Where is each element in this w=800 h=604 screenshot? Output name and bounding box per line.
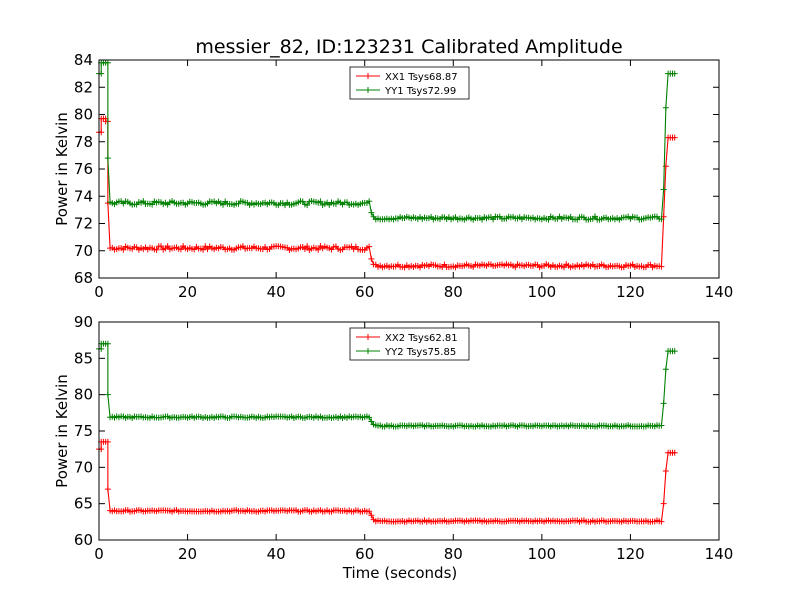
data-point-marker	[660, 186, 667, 193]
data-point-marker	[658, 422, 665, 429]
data-point-marker	[366, 198, 373, 205]
data-point-marker	[315, 246, 322, 253]
x-tick-label: 100	[528, 545, 557, 563]
data-point-marker	[177, 246, 184, 253]
data-point-marker	[104, 59, 111, 66]
data-point-marker	[671, 449, 678, 456]
data-point-marker	[104, 391, 111, 398]
x-tick-label: 0	[94, 545, 104, 563]
legend-entry-label: YY2 Tsys75.85	[384, 347, 456, 358]
data-point-marker	[220, 201, 226, 208]
data-point-marker	[366, 243, 373, 250]
y-tick-label: 70	[74, 242, 93, 260]
data-point-marker	[545, 216, 552, 223]
legend-swatch-marker	[365, 87, 371, 93]
y-tick-label: 78	[74, 133, 93, 151]
x-tick-label: 0	[94, 283, 104, 301]
x-tick-label: 80	[444, 283, 463, 301]
legend-entry-label: XX2 Tsys62.81	[385, 333, 458, 344]
y-axis-label: Power in Kelvin	[53, 374, 71, 488]
data-point-marker	[158, 243, 164, 250]
series-markers-0-0	[96, 115, 678, 271]
x-tick-label: 80	[444, 545, 463, 563]
x-tick-label: 20	[178, 283, 197, 301]
data-point-marker	[368, 255, 375, 262]
top-subplot: 0 20 40 60 80 100 120 140 68 70 72 74 76 78 80 82 84 Powe…	[53, 51, 733, 301]
data-point-marker	[368, 209, 375, 216]
legend-entry-label: YY1 Tsys72.99	[384, 86, 456, 97]
x-tick-label: 60	[355, 283, 374, 301]
data-point-marker	[104, 486, 111, 493]
data-point-marker	[317, 198, 324, 205]
data-point-marker	[671, 134, 678, 141]
data-point-marker	[671, 70, 678, 77]
y-tick-label: 85	[74, 349, 93, 367]
data-point-marker	[164, 243, 171, 250]
data-point-marker	[662, 467, 669, 474]
x-tick-label: 120	[616, 545, 645, 563]
data-point-marker	[660, 400, 667, 407]
legend-swatch-marker	[365, 73, 371, 79]
data-point-marker	[366, 508, 373, 515]
y-axis-label: Power in Kelvin	[53, 112, 71, 226]
y-tick-label: 60	[74, 531, 93, 549]
legend-swatch-marker	[365, 334, 371, 340]
chart-title: messier_82, ID:123231 Calibrated Amplitu…	[195, 36, 622, 58]
legend-box	[349, 327, 470, 361]
y-tick-label: 65	[74, 495, 93, 513]
x-tick-label: 100	[528, 283, 557, 301]
x-tick-label: 40	[267, 283, 286, 301]
data-point-marker	[104, 155, 111, 162]
y-tick-label: 80	[74, 386, 93, 404]
data-point-marker	[671, 348, 678, 355]
series-line-0-0	[99, 118, 675, 269]
legend: XX2 Tsys62.81 YY2 Tsys75.85	[349, 327, 470, 361]
data-point-marker	[662, 104, 669, 111]
x-tick-label: 40	[267, 545, 286, 563]
data-point-marker	[660, 500, 667, 507]
x-tick-label: 140	[705, 545, 734, 563]
x-tick-label: 60	[355, 545, 374, 563]
y-tick-label: 80	[74, 106, 93, 124]
y-tick-label: 70	[74, 458, 93, 476]
data-point-marker	[304, 243, 311, 250]
series-markers-1-0	[96, 438, 678, 525]
x-tick-label: 140	[705, 283, 734, 301]
data-point-marker	[149, 201, 156, 208]
y-tick-label: 72	[74, 215, 93, 233]
legend-box	[349, 66, 470, 100]
data-point-marker	[658, 518, 665, 525]
data-point-marker	[658, 216, 665, 223]
data-point-marker	[200, 246, 207, 253]
data-point-marker	[104, 438, 111, 445]
x-tick-label: 120	[616, 283, 645, 301]
series-markers-0-1	[96, 59, 678, 223]
data-point-marker	[366, 414, 373, 421]
bottom-subplot: 0 20 40 60 80 100 120 140 60 65 70 75 80 85 90 Power in…	[53, 313, 733, 582]
y-tick-label: 75	[74, 422, 93, 440]
y-tick-label: 90	[74, 313, 93, 331]
legend-swatch-marker	[365, 348, 371, 354]
x-tick-label: 20	[178, 545, 197, 563]
y-tick-label: 84	[74, 51, 93, 69]
legend: XX1 Tsys68.87 YY1 Tsys72.99	[349, 66, 470, 100]
data-point-marker	[561, 264, 567, 271]
data-point-marker	[658, 263, 665, 270]
y-tick-label: 76	[74, 160, 93, 178]
data-point-marker	[662, 366, 669, 373]
data-point-marker	[104, 340, 111, 347]
y-tick-label: 68	[74, 269, 93, 287]
y-tick-label: 74	[74, 187, 93, 205]
data-point-marker	[368, 512, 375, 519]
series-markers-1-1	[96, 340, 678, 430]
data-point-marker	[304, 202, 311, 209]
data-point-marker	[120, 246, 127, 253]
y-tick-label: 82	[74, 78, 93, 96]
data-point-marker	[592, 213, 598, 220]
legend-entry-label: XX1 Tsys68.87	[385, 72, 458, 83]
data-point-marker	[153, 246, 160, 253]
x-axis-label: Time (seconds)	[342, 564, 458, 582]
